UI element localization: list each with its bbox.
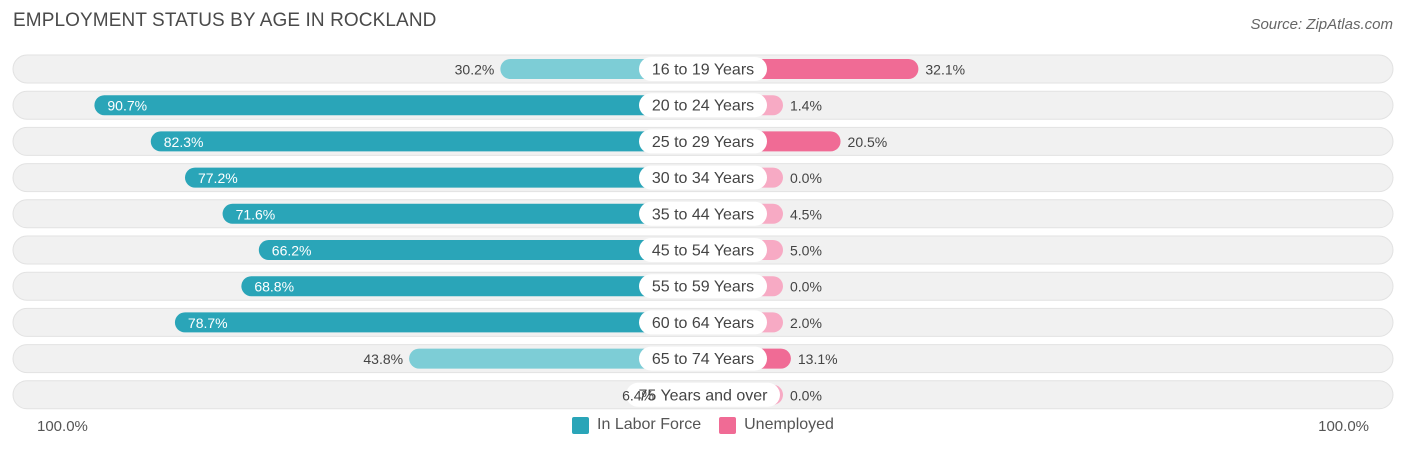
value-unemployed-60-to-64-years: 2.0% <box>790 315 822 331</box>
axis-right-label: 100.0% <box>1318 418 1369 435</box>
chart-area: 16 to 19 Years 30.2% 32.1% 20 to 24 Years 90… <box>12 54 1394 410</box>
value-unemployed-35-to-44-years: 4.5% <box>790 206 822 222</box>
value-labor-30-to-34-years: 77.2% <box>198 170 238 186</box>
bar-labor-65-to-74-years <box>409 348 703 369</box>
legend-item-labor-force: In Labor Force <box>572 416 701 434</box>
category-label-60-to-64-years: 60 to 64 Years <box>652 315 754 332</box>
legend-swatch-unemployed <box>719 416 737 434</box>
value-unemployed-75-years-and-over: 0.0% <box>790 387 822 403</box>
category-label-35-to-44-years: 35 to 44 Years <box>652 206 754 223</box>
value-unemployed-55-to-59-years: 0.0% <box>790 279 822 295</box>
bar-labor-25-to-29-years <box>150 131 704 152</box>
category-pill-55-to-59-years <box>639 274 767 299</box>
value-labor-75-years-and-over: 6.4% <box>622 387 654 403</box>
value-labor-20-to-24-years: 90.7% <box>107 98 147 114</box>
category-pill-65-to-74-years <box>639 346 767 371</box>
category-label-75-years-and-over: 75 Years and over <box>639 387 769 404</box>
category-pill-75-years-and-over <box>626 382 780 407</box>
value-labor-35-to-44-years: 71.6% <box>236 206 276 222</box>
value-unemployed-45-to-54-years: 5.0% <box>790 243 822 259</box>
bar-labor-60-to-64-years <box>174 312 704 333</box>
legend-swatch-labor-force <box>572 416 590 434</box>
category-pill-35-to-44-years <box>639 201 767 226</box>
bar-labor-20-to-24-years <box>94 95 703 116</box>
category-label-65-to-74-years: 65 to 74 Years <box>652 351 754 368</box>
legend-label-unemployed: Unemployed <box>744 416 834 433</box>
category-label-20-to-24-years: 20 to 24 Years <box>652 98 754 115</box>
category-label-45-to-54-years: 45 to 54 Years <box>652 243 754 260</box>
legend: In Labor Force Unemployed <box>0 416 1406 434</box>
category-label-16-to-19-years: 16 to 19 Years <box>652 62 754 79</box>
category-label-30-to-34-years: 30 to 34 Years <box>652 170 754 187</box>
value-unemployed-30-to-34-years: 0.0% <box>790 170 822 186</box>
chart-title: EMPLOYMENT STATUS BY AGE IN ROCKLAND <box>13 10 437 31</box>
value-labor-25-to-29-years: 82.3% <box>164 134 204 150</box>
category-pill-60-to-64-years <box>639 310 767 335</box>
category-pill-20-to-24-years <box>639 93 767 118</box>
category-pill-30-to-34-years <box>639 165 767 190</box>
value-labor-60-to-64-years: 78.7% <box>188 315 228 331</box>
legend-item-unemployed: Unemployed <box>719 416 834 434</box>
source-label: Source: ZipAtlas.com <box>1250 16 1393 33</box>
category-pill-25-to-29-years <box>639 129 767 154</box>
value-unemployed-25-to-29-years: 20.5% <box>848 134 888 150</box>
category-label-55-to-59-years: 55 to 59 Years <box>652 279 754 296</box>
value-labor-16-to-19-years: 30.2% <box>455 62 495 78</box>
value-unemployed-65-to-74-years: 13.1% <box>798 351 838 367</box>
category-pill-16-to-19-years <box>639 57 767 81</box>
axis-left-label: 100.0% <box>37 418 88 435</box>
value-unemployed-20-to-24-years: 1.4% <box>790 98 822 114</box>
legend-label-labor-force: In Labor Force <box>597 416 702 433</box>
value-labor-55-to-59-years: 68.8% <box>254 279 294 295</box>
bar-labor-35-to-44-years <box>222 203 703 224</box>
value-labor-65-to-74-years: 43.8% <box>363 351 403 367</box>
bar-labor-55-to-59-years <box>241 276 704 297</box>
category-label-25-to-29-years: 25 to 29 Years <box>652 134 754 151</box>
value-labor-45-to-54-years: 66.2% <box>272 243 312 259</box>
category-pill-45-to-54-years <box>639 238 767 262</box>
bar-labor-45-to-54-years <box>258 240 703 260</box>
bar-labor-30-to-34-years <box>184 167 703 188</box>
value-unemployed-16-to-19-years: 32.1% <box>925 62 965 78</box>
